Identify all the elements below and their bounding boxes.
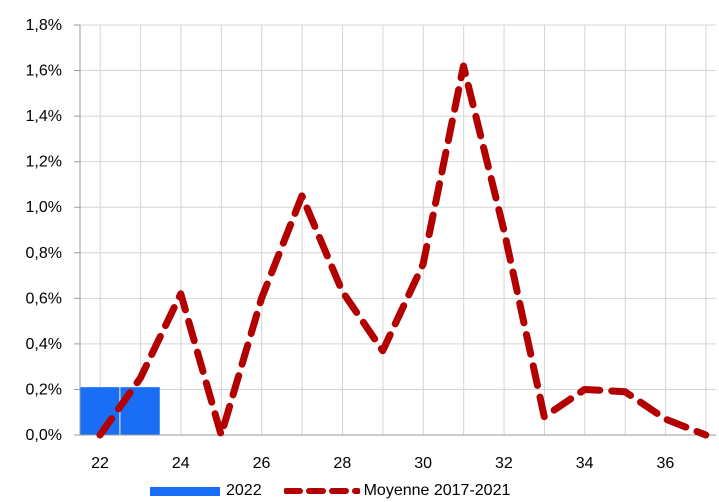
y-tick-label: 1,6%	[26, 63, 62, 80]
y-tick-label: 0,2%	[26, 381, 62, 398]
y-tick-label: 1,2%	[26, 154, 62, 171]
grid	[80, 25, 716, 435]
axes	[80, 25, 716, 435]
legend-item-2022: 2022	[150, 482, 262, 500]
y-tick-label: 0,0%	[26, 427, 62, 444]
y-tick-label: 0,6%	[26, 290, 62, 307]
x-axis-ticks: 22 24 26 28 30 32 34 36	[91, 455, 674, 472]
y-axis-ticks: 0,0% 0,2% 0,4% 0,6% 0,8% 1,0% 1,2% 1,4% 1,6% 1,8%	[26, 17, 80, 444]
legend: 2022 Moyenne 2017-2021	[150, 480, 532, 502]
bar	[80, 387, 119, 435]
x-tick-label: 28	[333, 455, 351, 472]
legend-label-moyenne: Moyenne 2017-2021	[364, 482, 511, 500]
x-tick-label: 34	[576, 455, 594, 472]
y-tick-label: 1,4%	[26, 108, 62, 125]
x-tick-label: 36	[657, 455, 675, 472]
y-tick-label: 0,8%	[26, 245, 62, 262]
series-line-moyenne	[100, 66, 706, 435]
y-tick-label: 1,8%	[26, 17, 62, 34]
legend-swatch-bar	[150, 487, 220, 496]
x-tick-label: 32	[495, 455, 513, 472]
legend-swatch-dashed-line	[284, 484, 360, 498]
x-tick-label: 24	[172, 455, 190, 472]
x-tick-label: 22	[91, 455, 109, 472]
legend-label-2022: 2022	[226, 482, 262, 500]
x-tick-label: 30	[414, 455, 432, 472]
legend-item-moyenne: Moyenne 2017-2021	[284, 482, 511, 500]
x-tick-label: 26	[253, 455, 271, 472]
y-tick-label: 1,0%	[26, 199, 62, 216]
line-series-moyenne	[100, 66, 706, 435]
y-tick-label: 0,4%	[26, 336, 62, 353]
